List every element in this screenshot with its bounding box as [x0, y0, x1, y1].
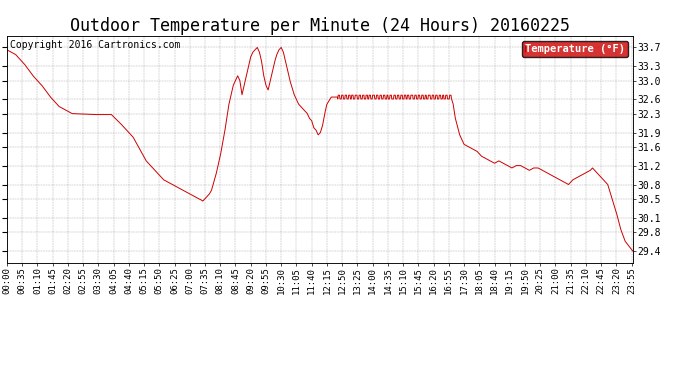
Text: Copyright 2016 Cartronics.com: Copyright 2016 Cartronics.com — [10, 40, 180, 50]
Legend: Temperature (°F): Temperature (°F) — [522, 41, 628, 57]
Title: Outdoor Temperature per Minute (24 Hours) 20160225: Outdoor Temperature per Minute (24 Hours… — [70, 18, 570, 36]
